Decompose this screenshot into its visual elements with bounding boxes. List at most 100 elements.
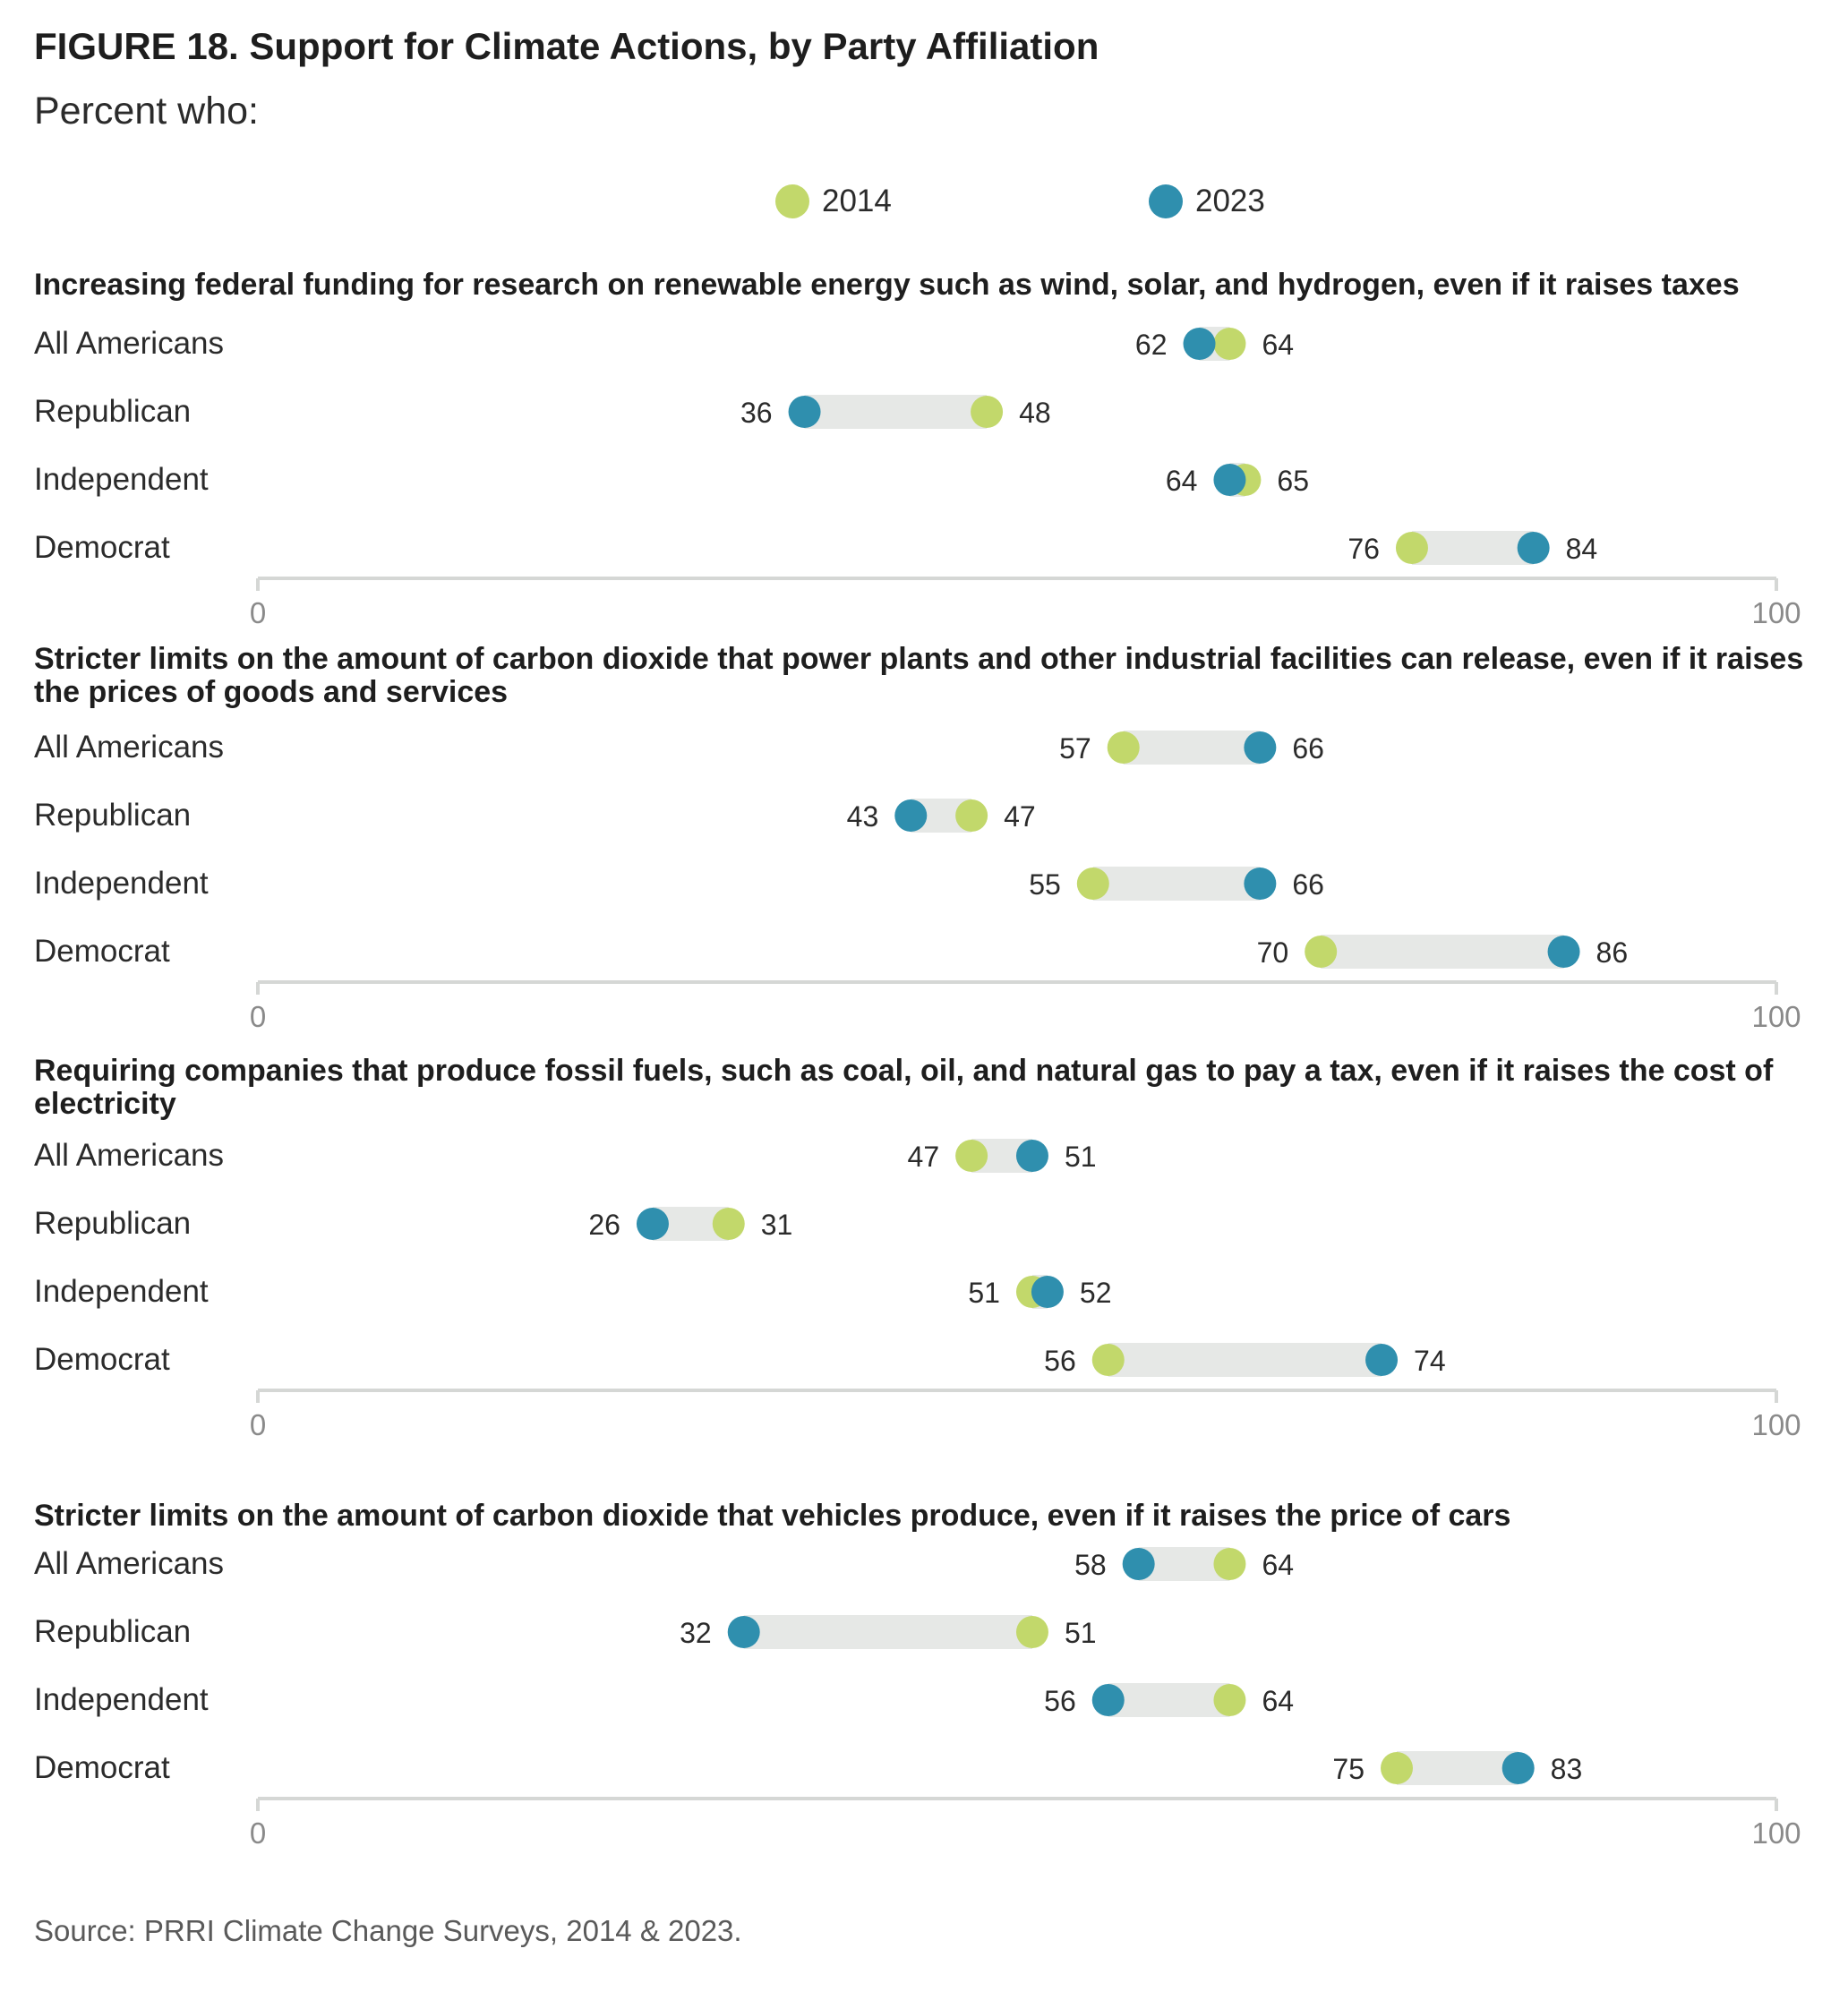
value-label-high-democrat: 84 — [1566, 533, 1598, 565]
dot-2023-republican — [788, 396, 821, 428]
value-label-low-republican: 32 — [680, 1617, 712, 1649]
value-label-high-republican: 31 — [761, 1209, 793, 1241]
row-label-democrat: Democrat — [34, 1342, 170, 1377]
row-label-all-americans: All Americans — [34, 730, 225, 765]
row-label-republican: Republican — [34, 798, 192, 833]
dot-2023-republican — [636, 1208, 669, 1240]
source-note: Source: PRRI Climate Change Surveys, 201… — [34, 1914, 742, 1947]
row-label-independent: Independent — [34, 1682, 209, 1717]
range-bar-republican — [804, 395, 988, 429]
value-label-high-republican: 48 — [1019, 397, 1051, 429]
x-tick-label-100: 100 — [1751, 1408, 1801, 1441]
panel-title: Increasing federal funding for research … — [34, 268, 1740, 302]
dot-2014-all-americans — [1213, 328, 1246, 360]
range-bar-democrat — [1411, 531, 1534, 565]
figure-subtitle: Percent who: — [34, 90, 259, 132]
x-tick-label-100: 100 — [1751, 1000, 1801, 1033]
dot-2014-all-americans — [955, 1140, 988, 1172]
dot-2023-independent — [1213, 464, 1246, 496]
value-label-low-independent: 51 — [968, 1277, 1000, 1309]
dot-2023-democrat — [1365, 1344, 1399, 1376]
dot-2014-republican — [1015, 1616, 1048, 1648]
dot-2023-democrat — [1547, 936, 1580, 968]
value-label-low-republican: 26 — [588, 1209, 620, 1241]
row-label-independent: Independent — [34, 462, 209, 497]
dot-2023-all-americans — [1183, 328, 1216, 360]
row-label-republican: Republican — [34, 394, 192, 429]
dot-2014-democrat — [1305, 936, 1338, 968]
x-tick-label-0: 0 — [250, 1000, 266, 1033]
legend-swatch-2023 — [1149, 184, 1183, 218]
panel-title: Stricter limits on the amount of carbon … — [34, 642, 1804, 709]
value-label-low-all-americans: 47 — [908, 1141, 940, 1173]
row-label-all-americans: All Americans — [34, 1546, 225, 1581]
x-tick-label-0: 0 — [250, 1408, 266, 1441]
dumbbell-plot: 47 51 26 31 51 52 56 74 0 100 — [250, 1139, 1801, 1441]
value-label-low-all-americans: 62 — [1135, 329, 1168, 361]
value-label-high-independent: 65 — [1277, 465, 1309, 497]
value-label-high-all-americans: 64 — [1262, 1549, 1294, 1581]
dot-2023-republican — [894, 799, 928, 832]
value-label-low-democrat: 75 — [1332, 1753, 1365, 1785]
row-label-democrat: Democrat — [34, 1750, 170, 1785]
range-bar-democrat — [1397, 1751, 1519, 1785]
row-label-democrat: Democrat — [34, 934, 170, 969]
row-label-republican: Republican — [34, 1206, 192, 1241]
dot-2023-democrat — [1502, 1752, 1535, 1784]
legend-label-2014: 2014 — [822, 184, 892, 218]
value-label-low-independent: 55 — [1029, 868, 1061, 901]
dot-2014-democrat — [1091, 1344, 1125, 1376]
legend-item-2023: 2023 — [1149, 182, 1265, 221]
value-label-high-democrat: 74 — [1414, 1345, 1446, 1377]
dumbbell-plot: 57 66 43 47 55 66 70 86 0 100 — [250, 731, 1801, 1033]
value-label-low-democrat: 56 — [1044, 1345, 1076, 1377]
value-label-high-democrat: 83 — [1551, 1753, 1583, 1785]
dot-2023-all-americans — [1015, 1140, 1048, 1172]
dot-2023-democrat — [1517, 532, 1550, 564]
row-label-republican: Republican — [34, 1614, 192, 1649]
legend-swatch-2014 — [775, 184, 809, 218]
range-bar-independent — [1092, 867, 1261, 901]
x-tick-label-100: 100 — [1751, 1816, 1801, 1850]
dot-2014-independent — [1213, 1684, 1246, 1716]
dot-2023-independent — [1244, 868, 1277, 900]
x-tick-label-0: 0 — [250, 1816, 266, 1850]
value-label-low-democrat: 70 — [1257, 936, 1289, 969]
value-label-high-republican: 51 — [1065, 1617, 1097, 1649]
dot-2014-all-americans — [1213, 1548, 1246, 1580]
dot-2014-democrat — [1395, 532, 1428, 564]
value-label-high-all-americans: 66 — [1292, 732, 1324, 765]
dot-2023-independent — [1091, 1684, 1125, 1716]
range-bar-democrat — [1321, 935, 1564, 969]
value-label-low-democrat: 76 — [1348, 533, 1380, 565]
value-label-high-independent: 64 — [1262, 1685, 1294, 1717]
value-label-high-all-americans: 64 — [1262, 329, 1294, 361]
dumbbell-plot: 58 64 32 51 56 64 75 83 0 100 — [250, 1547, 1801, 1850]
range-bar-democrat — [1108, 1343, 1382, 1377]
dot-2023-independent — [1031, 1276, 1064, 1308]
dumbbell-plot: 62 64 36 48 64 65 76 84 0 100 — [250, 327, 1801, 629]
dot-2023-republican — [727, 1616, 760, 1648]
row-label-independent: Independent — [34, 866, 209, 901]
x-tick-label-0: 0 — [250, 596, 266, 629]
legend-label-2023: 2023 — [1195, 184, 1265, 218]
value-label-low-all-americans: 57 — [1059, 732, 1091, 765]
dot-2014-republican — [955, 799, 988, 832]
dot-2014-democrat — [1381, 1752, 1413, 1784]
figure-title: FIGURE 18. Support for Climate Actions, … — [34, 25, 1099, 67]
value-label-low-independent: 56 — [1044, 1685, 1076, 1717]
value-label-low-independent: 64 — [1166, 465, 1198, 497]
value-label-low-republican: 43 — [847, 800, 879, 833]
dot-2014-independent — [1076, 868, 1109, 900]
row-label-independent: Independent — [34, 1274, 209, 1309]
x-tick-label-100: 100 — [1751, 596, 1801, 629]
panel-title: Stricter limits on the amount of carbon … — [34, 1499, 1511, 1533]
row-label-all-americans: All Americans — [34, 326, 225, 361]
value-label-high-democrat: 86 — [1596, 936, 1629, 969]
range-bar-republican — [743, 1615, 1032, 1649]
dot-2014-republican — [712, 1208, 745, 1240]
range-bar-all-americans — [1123, 731, 1261, 765]
row-label-all-americans: All Americans — [34, 1138, 225, 1173]
row-label-democrat: Democrat — [34, 530, 170, 565]
legend-item-2014: 2014 — [775, 182, 892, 221]
